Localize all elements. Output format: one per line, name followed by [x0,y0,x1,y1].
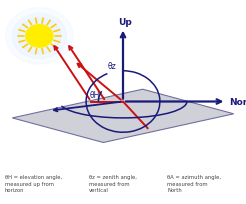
Text: θH = elevation angle,
measured up from
horizon: θH = elevation angle, measured up from h… [5,174,62,193]
Circle shape [5,9,73,65]
Text: θz: θz [108,62,116,71]
Text: Up: Up [119,18,132,27]
Circle shape [18,19,61,55]
Text: θz = zenith angle,
measured from
vertical: θz = zenith angle, measured from vertica… [89,174,137,193]
Circle shape [26,26,53,48]
Text: θH: θH [90,90,100,99]
Text: θA = azimuth angle,
measured from
North: θA = azimuth angle, measured from North [167,174,221,193]
Text: North: North [229,98,246,106]
Circle shape [12,14,66,59]
Polygon shape [12,90,234,143]
Text: θA: θA [172,116,182,125]
